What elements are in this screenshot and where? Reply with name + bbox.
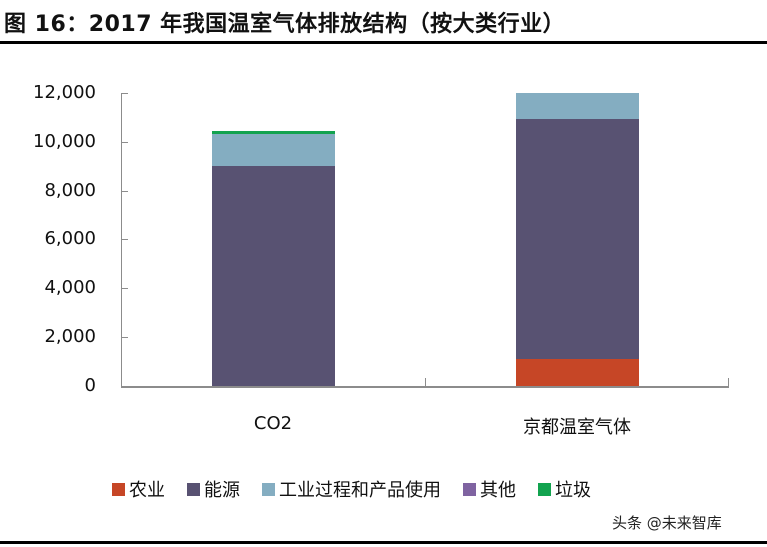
legend-label: 能源	[204, 480, 240, 501]
bar-segment-agriculture	[516, 359, 639, 386]
bar-segment-energy	[516, 119, 639, 359]
y-tick	[121, 93, 128, 94]
legend-swatch	[538, 482, 551, 496]
x-axis	[121, 386, 729, 388]
bar-co2	[212, 131, 335, 386]
legend-item-industrial: 工业过程和产品使用	[262, 476, 441, 502]
x-tick	[728, 378, 729, 387]
x-category-label: CO2	[253, 413, 293, 434]
y-tick-label: 0	[84, 375, 96, 396]
bar-segment-energy	[212, 166, 335, 386]
legend-label: 垃圾	[555, 480, 591, 501]
bar-segment-industrial	[212, 134, 335, 166]
y-tick-label: 6,000	[44, 228, 96, 249]
legend-item-other: 其他	[463, 476, 516, 502]
bar-segment-waste	[212, 131, 335, 134]
legend-item-energy: 能源	[187, 476, 240, 502]
legend-item-agriculture: 农业	[112, 476, 165, 502]
legend-swatch	[187, 482, 200, 496]
legend-swatch	[112, 482, 125, 496]
y-tick	[121, 288, 128, 289]
y-tick	[121, 337, 128, 338]
y-tick-label: 8,000	[44, 180, 96, 201]
y-tick-label: 2,000	[44, 326, 96, 347]
legend-label: 其他	[480, 480, 516, 501]
watermark: 头条 @未来智库	[612, 514, 722, 532]
y-tick-label: 12,000	[33, 82, 96, 103]
y-tick	[121, 239, 128, 240]
legend-swatch	[262, 482, 275, 496]
legend-label: 工业过程和产品使用	[279, 480, 441, 501]
x-tick	[425, 378, 426, 387]
bottom-rule	[0, 541, 767, 544]
y-tick-label: 10,000	[33, 131, 96, 152]
chart-title: 图 16：2017 年我国温室气体排放结构（按大类行业）	[4, 12, 566, 37]
legend-label: 农业	[129, 480, 165, 501]
y-tick-label: 4,000	[44, 277, 96, 298]
y-tick	[121, 191, 128, 192]
legend-swatch	[463, 482, 476, 496]
x-category-label: 京都温室气体	[523, 417, 631, 438]
top-rule	[0, 41, 767, 44]
legend: 农业 能源 工业过程和产品使用 其他 垃圾	[112, 476, 613, 502]
bar-segment-industrial	[516, 93, 639, 119]
legend-item-waste: 垃圾	[538, 476, 591, 502]
y-tick	[121, 142, 128, 143]
bar-kyoto-ghg	[516, 93, 639, 386]
